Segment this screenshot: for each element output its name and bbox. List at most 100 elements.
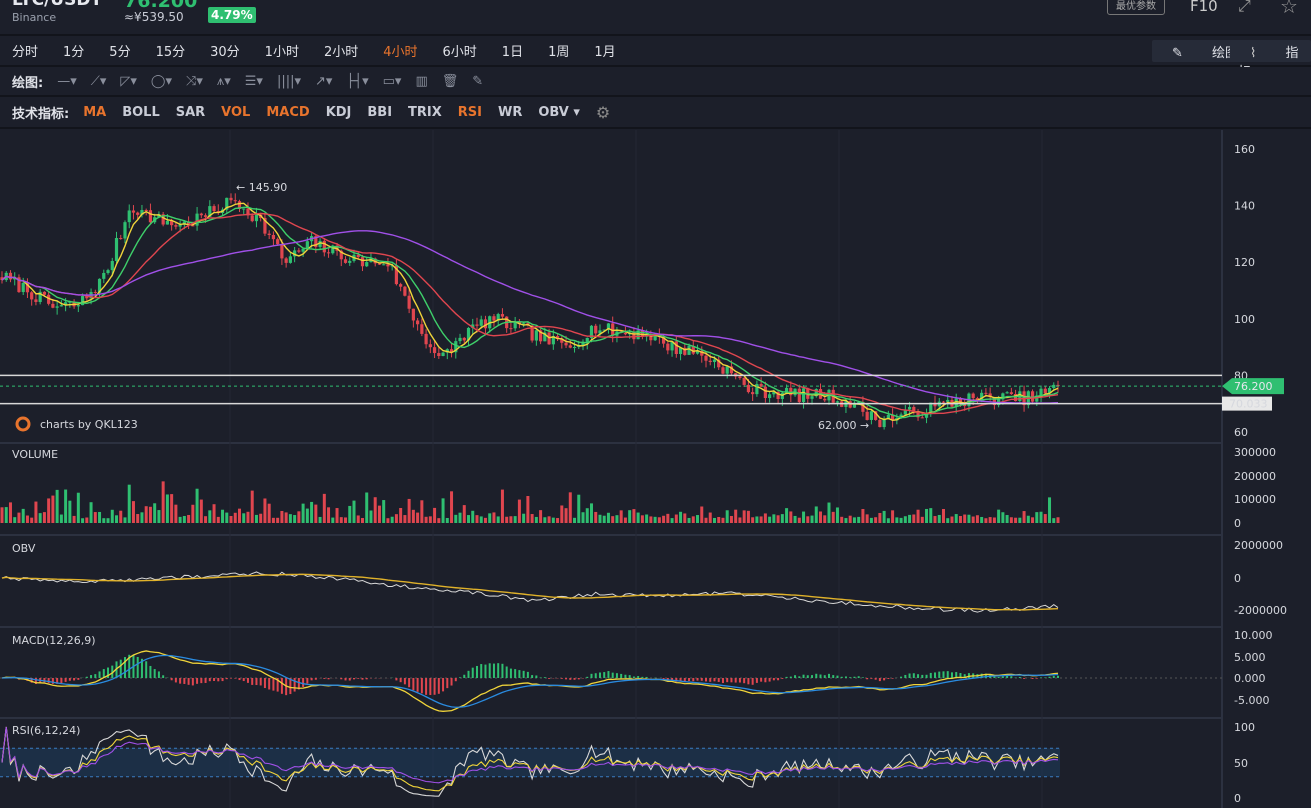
volume-bar <box>344 517 348 523</box>
candle <box>623 332 628 335</box>
ma20-line <box>1 212 1059 415</box>
drawing-tool-12[interactable]: 🗑 <box>441 73 459 89</box>
macd-histogram-bar <box>68 678 71 681</box>
timeframe-2[interactable]: 5分 <box>109 45 131 60</box>
macd-histogram-bar <box>1048 676 1051 678</box>
drawing-tool-10[interactable]: ▭▾ <box>382 73 402 89</box>
best-params-button[interactable]: 最优参数 <box>1107 0 1165 15</box>
candle <box>136 212 140 215</box>
candle <box>458 337 462 342</box>
volume-bar <box>882 510 886 523</box>
candle <box>661 336 666 344</box>
timeframe-4[interactable]: 30分 <box>210 45 240 60</box>
timeframe-9[interactable]: 1日 <box>501 45 524 60</box>
macd-histogram-bar <box>637 676 640 678</box>
timeframe-6[interactable]: 2小时 <box>323 45 359 60</box>
timeframe-11[interactable]: 1月 <box>594 45 616 60</box>
volume-bar <box>428 516 432 523</box>
star-icon[interactable]: ☆ <box>1280 0 1298 18</box>
drawing-tool-0[interactable]: —▾ <box>57 73 77 89</box>
macd-histogram-bar <box>416 678 419 692</box>
macd-histogram-bar <box>569 678 572 680</box>
macd-histogram-bar <box>60 678 63 684</box>
candle <box>772 392 776 395</box>
candle <box>326 252 331 254</box>
volume-bar <box>208 510 212 523</box>
candle <box>212 206 216 212</box>
indicator-boll[interactable]: BOLL <box>122 104 160 120</box>
candle <box>390 265 394 267</box>
indicator-macd[interactable]: MACD <box>266 104 310 120</box>
timeframe-8[interactable]: 6小时 <box>442 45 477 60</box>
f10-button[interactable]: F10 <box>1190 0 1218 15</box>
indicator-trix[interactable]: TRIX <box>408 104 442 120</box>
macd-histogram-bar <box>259 678 262 686</box>
indicator-vol[interactable]: VOL <box>221 104 251 120</box>
drawing-tool-2[interactable]: ◸▾ <box>120 73 137 89</box>
drawing-tool-3[interactable]: ◯▾ <box>150 73 172 89</box>
drawing-tool-9[interactable]: ├┤▾ <box>346 73 369 89</box>
indicator-sar[interactable]: SAR <box>175 104 206 120</box>
drawing-tool-13[interactable]: ✎ <box>472 73 484 89</box>
timeframe-1[interactable]: 1分 <box>63 45 85 60</box>
candle <box>280 244 284 259</box>
macd-histogram-bar <box>111 665 114 678</box>
indicator-rsi[interactable]: RSI <box>457 104 483 120</box>
candle <box>543 332 547 342</box>
drawing-tool-6[interactable]: ☰▾ <box>244 73 263 89</box>
macd-histogram-bar <box>255 678 258 686</box>
fullscreen-icon[interactable]: ⤢ <box>1238 0 1251 15</box>
macd-histogram-bar <box>98 671 101 678</box>
indicator-wr[interactable]: WR <box>498 104 523 120</box>
indicator-ma[interactable]: MA <box>83 104 107 120</box>
drawing-tool-11[interactable]: ▥ <box>415 73 428 89</box>
drawing-tool-5[interactable]: ⩚▾ <box>216 73 231 89</box>
timeframe-3[interactable]: 15分 <box>155 45 186 60</box>
macd-histogram-bar <box>607 671 610 678</box>
settings-gear-icon[interactable]: ⚙ <box>595 102 611 122</box>
volume-bar <box>920 516 924 523</box>
candle <box>980 392 984 401</box>
candle <box>80 296 85 306</box>
macd-dea-line <box>1 654 1059 708</box>
timeframe-7[interactable]: 4小时 <box>383 45 418 60</box>
macd-histogram-bar <box>573 678 576 680</box>
obv-line <box>1 571 1059 613</box>
indicator-kdj[interactable]: KDJ <box>325 104 352 120</box>
macd-histogram-bar <box>30 678 33 683</box>
drawing-tool-8[interactable]: ↗▾ <box>315 73 333 89</box>
volume-bar <box>568 492 572 523</box>
volume-bar <box>13 517 17 523</box>
macd-histogram-bar <box>280 678 283 694</box>
macd-histogram-bar <box>196 678 199 684</box>
drawing-tool-4[interactable]: ⤨▾ <box>185 73 203 89</box>
drawing-tool-7[interactable]: ||||▾ <box>276 73 302 89</box>
drawing-label: 绘图: <box>12 75 44 91</box>
indicator-bbi[interactable]: BBI <box>367 104 393 120</box>
indicator-obv[interactable]: OBV ▾ <box>538 104 580 120</box>
timeframe-0[interactable]: 分时 <box>12 45 39 60</box>
volume-bar <box>992 517 996 523</box>
candle <box>437 353 441 356</box>
drawing-tool-1[interactable]: ⟋▾ <box>90 73 107 89</box>
timeframe-10[interactable]: 1周 <box>548 45 570 60</box>
candle <box>403 286 407 296</box>
macd-histogram-bar <box>225 678 228 680</box>
candle <box>174 225 178 227</box>
candle <box>305 241 309 249</box>
volume-bar <box>450 491 454 523</box>
timeframe-5[interactable]: 1小时 <box>264 45 299 60</box>
volume-bar <box>411 509 415 523</box>
macd-histogram-bar <box>501 663 504 678</box>
volume-bar <box>89 502 93 523</box>
candle <box>539 330 543 342</box>
volume-bar <box>657 517 661 523</box>
indicator-button[interactable]: ⌇ 指标 <box>1230 40 1311 80</box>
volume-bar <box>899 517 903 523</box>
volume-bar <box>814 506 818 523</box>
macd-histogram-bar <box>179 678 182 684</box>
volume-bar <box>679 511 683 523</box>
volume-bar <box>691 516 695 523</box>
